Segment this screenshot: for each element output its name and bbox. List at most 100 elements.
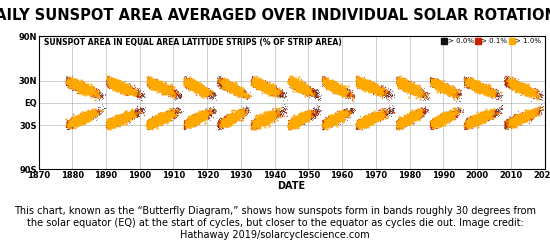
Point: [358, 79, 366, 83]
Point: [376, 88, 385, 92]
Point: [445, 113, 454, 117]
Point: [300, 85, 309, 89]
Point: [163, 112, 172, 116]
Point: [200, 89, 208, 93]
Point: [88, 88, 97, 92]
Point: [463, 80, 471, 84]
Point: [361, 80, 370, 84]
Point: [513, 118, 522, 122]
Point: [133, 111, 141, 114]
Point: [403, 116, 412, 120]
Point: [358, 119, 366, 122]
Point: [302, 114, 311, 118]
Point: [296, 116, 305, 120]
Point: [224, 83, 233, 87]
Point: [441, 87, 450, 91]
Point: [479, 111, 488, 114]
Point: [526, 112, 535, 115]
Point: [299, 88, 307, 92]
Point: [166, 112, 174, 116]
Point: [64, 121, 73, 125]
Point: [193, 115, 202, 119]
Point: [260, 86, 269, 90]
Point: [443, 115, 452, 119]
Point: [433, 117, 442, 121]
Point: [328, 117, 337, 121]
Point: [471, 88, 480, 92]
Point: [265, 89, 274, 93]
Point: [193, 116, 202, 120]
Point: [479, 115, 488, 119]
Point: [158, 91, 167, 95]
Point: [404, 117, 412, 121]
Point: [431, 83, 439, 86]
Point: [103, 121, 112, 124]
Point: [65, 81, 74, 85]
Point: [415, 91, 424, 95]
Point: [510, 85, 519, 89]
Point: [307, 87, 316, 91]
Point: [214, 78, 223, 82]
Point: [413, 90, 422, 94]
Point: [158, 88, 167, 92]
Point: [340, 91, 349, 95]
Point: [394, 80, 403, 83]
Point: [305, 115, 314, 119]
Point: [272, 110, 280, 113]
Point: [481, 117, 490, 121]
Point: [189, 119, 197, 123]
Point: [517, 87, 526, 91]
Point: [173, 94, 182, 98]
Point: [418, 95, 427, 99]
Point: [378, 92, 387, 96]
Point: [509, 84, 518, 88]
Point: [302, 83, 311, 87]
Point: [258, 83, 267, 87]
Point: [238, 112, 246, 116]
Point: [229, 86, 238, 90]
Point: [364, 121, 373, 124]
Point: [233, 115, 241, 119]
Point: [152, 124, 161, 128]
Point: [504, 124, 513, 128]
Point: [254, 121, 262, 124]
Point: [187, 78, 196, 82]
Point: [251, 80, 260, 84]
Point: [441, 86, 449, 90]
Point: [505, 119, 514, 123]
Point: [299, 115, 307, 119]
Point: [152, 86, 161, 90]
Point: [258, 85, 267, 89]
Point: [226, 114, 234, 118]
Point: [268, 113, 277, 117]
Point: [509, 82, 518, 85]
Point: [111, 120, 119, 124]
Point: [143, 83, 152, 87]
Point: [396, 121, 405, 125]
Point: [152, 77, 161, 81]
Point: [354, 82, 362, 85]
Point: [186, 121, 195, 124]
Point: [307, 91, 316, 95]
Point: [128, 90, 137, 93]
Point: [146, 80, 155, 84]
Point: [250, 84, 258, 88]
Point: [84, 114, 92, 118]
Point: [257, 80, 266, 84]
Point: [285, 78, 294, 82]
Point: [189, 80, 198, 83]
Point: [167, 110, 176, 113]
Point: [330, 85, 339, 89]
Point: [519, 91, 528, 94]
Point: [73, 122, 81, 126]
Point: [428, 120, 437, 124]
Point: [488, 90, 497, 94]
Point: [219, 79, 228, 83]
Point: [123, 113, 131, 116]
Point: [475, 118, 484, 121]
Point: [480, 116, 489, 120]
Point: [251, 121, 260, 125]
Point: [123, 119, 131, 122]
Point: [436, 87, 444, 91]
Point: [180, 120, 189, 124]
